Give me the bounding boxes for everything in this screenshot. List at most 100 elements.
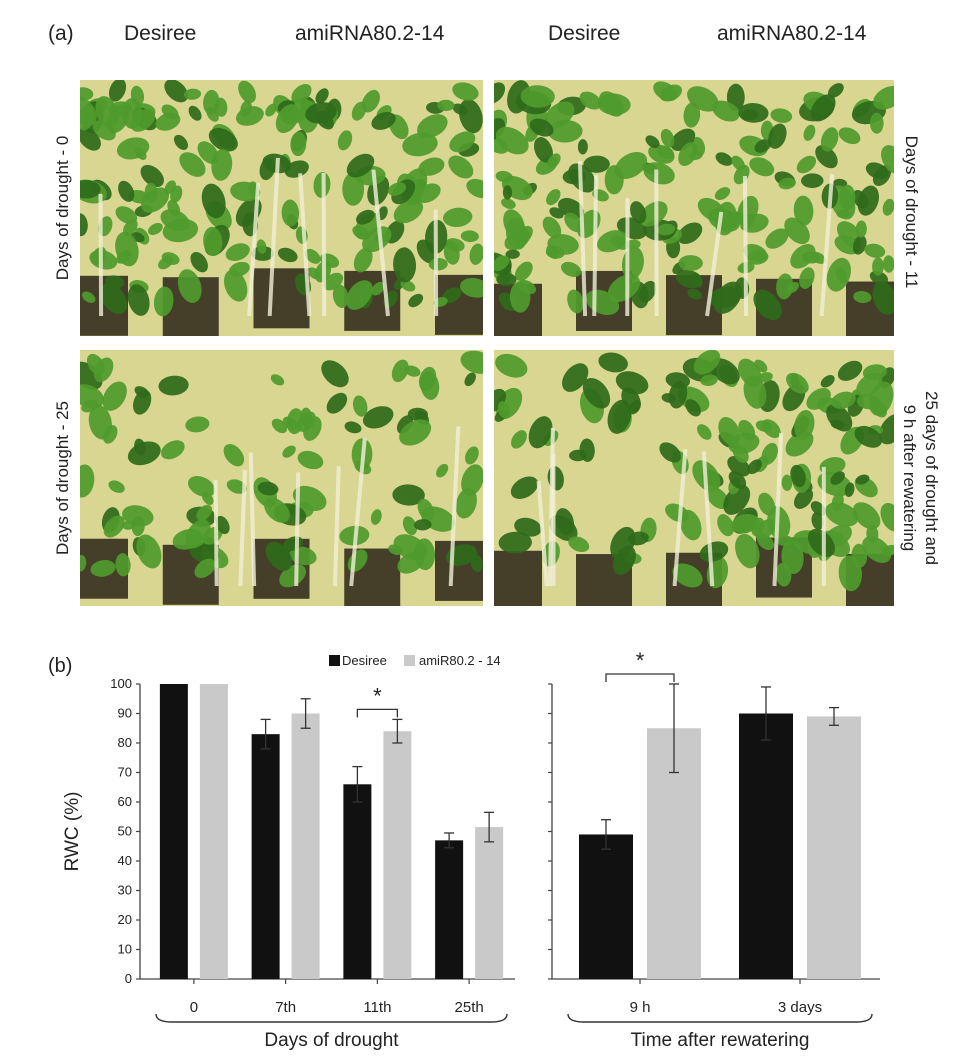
leaf	[173, 134, 189, 150]
leaf	[123, 219, 138, 236]
panel-b-label: (b)	[48, 655, 72, 677]
leaf	[436, 463, 449, 478]
leaf	[514, 261, 533, 281]
leaf	[778, 177, 796, 190]
leaf	[420, 371, 440, 400]
panel-a-label: (a)	[48, 22, 74, 45]
leaf	[256, 239, 267, 254]
label-stick	[705, 211, 724, 317]
leaf	[833, 178, 848, 189]
right-significance-bracket	[605, 673, 675, 682]
leaf	[844, 482, 855, 498]
leaf	[265, 541, 293, 571]
leaf	[103, 515, 125, 538]
leaf	[577, 139, 588, 155]
leaf	[645, 135, 660, 149]
label-stick	[592, 175, 599, 317]
leaf	[144, 182, 158, 203]
leaf	[830, 419, 845, 430]
leaf	[714, 187, 731, 200]
leaf	[768, 123, 787, 149]
row-label-rewater: 25 days of drought and 9 h after rewater…	[898, 391, 942, 565]
leaf	[676, 269, 703, 289]
leaf	[452, 103, 468, 116]
leaf	[747, 250, 769, 265]
leaf	[786, 372, 809, 394]
leaf	[738, 103, 769, 123]
leaf	[665, 503, 690, 523]
leaf	[177, 269, 202, 303]
leaf	[811, 512, 824, 530]
leaf	[495, 170, 513, 183]
left-category-label: 11th	[363, 999, 391, 1016]
leaf	[881, 145, 894, 175]
leaf	[807, 528, 835, 558]
leaf	[304, 248, 321, 264]
leaf	[464, 372, 476, 387]
leaf	[238, 80, 257, 103]
leaf	[880, 502, 894, 532]
leaf	[203, 89, 220, 115]
leaf	[155, 112, 181, 131]
right-bar-desiree	[579, 834, 633, 979]
leaf	[275, 104, 300, 134]
leaf	[505, 249, 520, 259]
leaf	[518, 279, 536, 295]
leaf	[776, 273, 794, 300]
leaf	[856, 394, 880, 410]
leaf	[460, 277, 483, 298]
leaf	[685, 399, 701, 417]
leaf	[158, 375, 189, 396]
leaf	[754, 519, 776, 540]
leaf	[852, 190, 869, 209]
leaf	[528, 416, 553, 449]
leaf	[547, 153, 561, 169]
leaf	[183, 88, 202, 100]
leaf	[305, 102, 337, 124]
leaf	[656, 145, 675, 160]
y-tick-label: 50	[118, 824, 132, 839]
leaf	[693, 350, 721, 375]
left-bar-amir	[383, 731, 412, 979]
leaf	[417, 498, 435, 521]
leaf	[291, 83, 312, 104]
leaf	[872, 281, 894, 315]
leaf	[614, 151, 648, 179]
leaf	[852, 235, 867, 255]
leaf	[140, 164, 164, 188]
leaf	[271, 418, 288, 434]
leaf	[158, 256, 174, 270]
row-label-rewater-line1: 25 days of drought and	[922, 391, 941, 565]
label-stick	[321, 172, 327, 317]
leaf	[677, 222, 703, 245]
leaf	[851, 543, 868, 568]
leaf	[362, 406, 394, 429]
row-label-day25: Days of drought - 25	[53, 400, 72, 556]
leaf	[883, 255, 894, 273]
leaf	[582, 377, 611, 409]
leaf	[495, 353, 528, 378]
leaf	[562, 363, 589, 392]
leaf	[80, 127, 101, 151]
leaf	[869, 112, 884, 134]
leaf	[400, 280, 416, 292]
leaf	[579, 91, 602, 110]
y-tick-label: 10	[118, 942, 132, 957]
leaf	[391, 359, 409, 383]
leaf	[687, 288, 702, 300]
label-stick	[213, 480, 219, 587]
leaf	[225, 243, 250, 261]
leaf	[793, 195, 814, 226]
leaf	[765, 228, 789, 249]
leaf	[92, 120, 116, 141]
leaf	[735, 533, 760, 569]
leaf	[549, 515, 578, 542]
leaf	[80, 95, 97, 126]
leaf	[678, 142, 698, 167]
column-label-desiree-left: Desiree	[124, 22, 197, 45]
leaf	[738, 358, 762, 387]
leaf	[869, 270, 889, 285]
leaf	[881, 544, 894, 557]
left-category-label: 7th	[275, 999, 296, 1016]
leaf	[230, 181, 261, 202]
